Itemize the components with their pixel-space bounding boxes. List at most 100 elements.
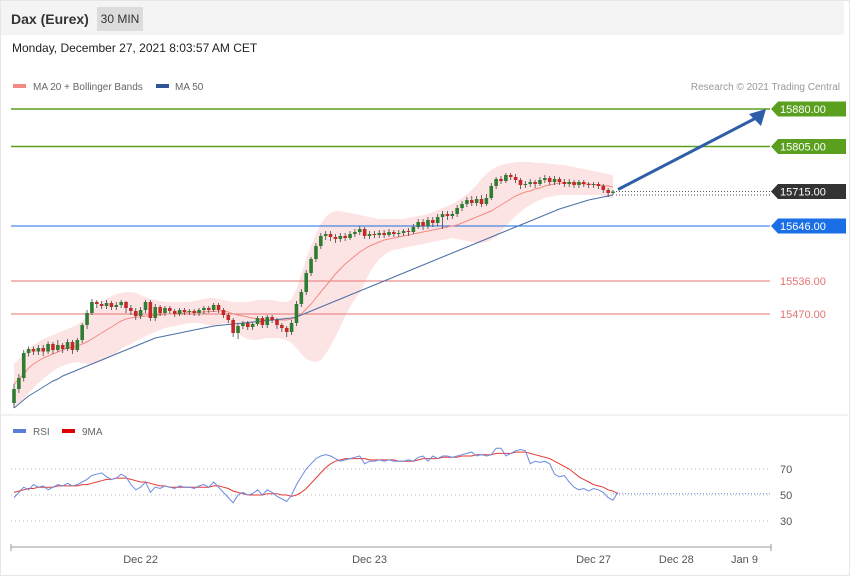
candle	[280, 323, 284, 332]
candle	[606, 188, 610, 197]
candle	[396, 230, 401, 237]
candle-body	[129, 308, 133, 311]
candle-body	[280, 325, 284, 328]
candle-body	[572, 182, 576, 185]
candle-body	[85, 313, 89, 325]
level-lines	[11, 108, 770, 315]
candle	[143, 300, 148, 313]
candle-body	[499, 179, 503, 181]
candle	[343, 233, 347, 241]
candle	[489, 183, 494, 200]
candle-body	[455, 208, 459, 214]
candle-body	[343, 236, 347, 238]
x-tick-label: Dec 27	[576, 554, 611, 566]
candle-body	[60, 345, 65, 349]
candle	[41, 345, 46, 356]
candle	[362, 227, 367, 239]
candle	[319, 233, 323, 249]
candle-body	[508, 175, 513, 177]
candle-body	[294, 304, 299, 323]
candle	[567, 179, 571, 187]
candle-body	[338, 236, 343, 239]
candle-body	[211, 305, 216, 310]
candle-body	[494, 179, 498, 186]
candle	[499, 176, 503, 184]
candle-body	[416, 222, 421, 227]
candle	[182, 308, 187, 315]
candle	[518, 178, 523, 189]
candle-body	[26, 349, 31, 353]
period-button[interactable]: 30 MIN	[97, 7, 143, 31]
candle-body	[143, 302, 148, 310]
candle	[94, 300, 99, 308]
ma20-line	[13, 182, 614, 385]
candle	[392, 230, 396, 237]
candle-body	[187, 311, 192, 312]
candle	[289, 320, 294, 335]
candle	[56, 340, 60, 352]
candle-body	[51, 344, 55, 350]
candle-body	[474, 199, 479, 203]
candle	[265, 315, 270, 328]
candle-body	[513, 177, 518, 180]
candle-body	[387, 232, 391, 235]
candle-body	[411, 227, 416, 232]
candle	[543, 175, 547, 183]
candle	[377, 230, 382, 238]
level-label-bg-0	[771, 101, 846, 117]
candle	[153, 304, 158, 321]
candle-body	[557, 179, 562, 182]
candle	[51, 342, 55, 354]
candle-body	[207, 308, 211, 310]
candle-body	[348, 234, 352, 238]
candle-body	[440, 214, 445, 217]
candle	[129, 305, 133, 315]
candle-body	[547, 178, 552, 182]
candle	[294, 301, 299, 326]
candle-body	[250, 324, 255, 327]
candle-body	[104, 303, 109, 306]
candle	[197, 308, 201, 316]
candle	[124, 301, 128, 313]
candle-body	[401, 231, 406, 233]
candle	[547, 176, 552, 185]
candle	[406, 228, 411, 236]
candle-body	[36, 348, 41, 352]
candle	[304, 270, 308, 295]
candle-body	[601, 186, 606, 190]
candle	[202, 306, 206, 314]
candle	[90, 299, 94, 315]
candle	[586, 182, 591, 188]
candle-body	[41, 348, 46, 352]
candle-body	[445, 214, 450, 216]
forecast-arrow-head	[749, 109, 766, 126]
candle-body	[543, 178, 547, 180]
candle	[36, 345, 41, 355]
candle	[75, 338, 80, 352]
candle	[469, 196, 474, 206]
candle	[221, 308, 226, 318]
candle-body	[392, 232, 396, 234]
rsi-pane: 70 50 30	[11, 447, 792, 528]
candle-body	[119, 302, 123, 305]
ma50-line	[13, 194, 614, 409]
candle-body	[469, 200, 474, 203]
candle	[138, 307, 143, 319]
candle-body	[168, 308, 172, 311]
candle-body	[377, 233, 382, 235]
ma50-legend-swatch	[156, 84, 169, 88]
candle-body	[124, 302, 128, 308]
candle	[12, 384, 16, 408]
candle	[168, 306, 172, 314]
rsi-line	[13, 447, 619, 504]
candle	[21, 350, 26, 382]
candle	[275, 318, 279, 329]
candle-body	[202, 308, 206, 310]
candle-body	[17, 378, 21, 389]
candle	[445, 211, 450, 220]
candle	[31, 346, 36, 355]
forecast-arrow-shaft	[617, 116, 757, 191]
candle	[119, 300, 123, 308]
candle-body	[353, 232, 357, 234]
candle	[299, 289, 304, 307]
